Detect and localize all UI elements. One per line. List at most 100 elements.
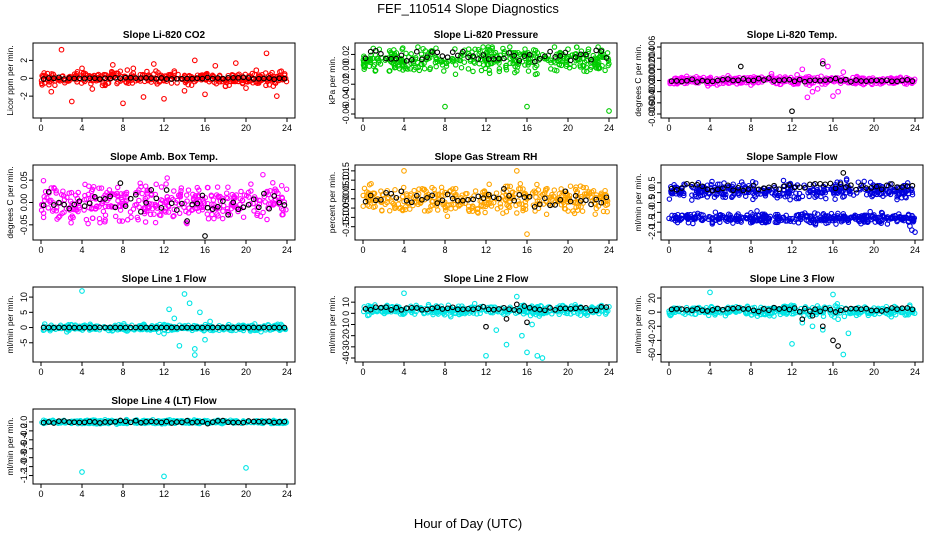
data-point bbox=[475, 56, 482, 62]
data-point bbox=[598, 199, 605, 206]
data-point bbox=[552, 306, 559, 313]
data-point bbox=[840, 170, 847, 176]
data-point bbox=[92, 206, 99, 212]
data-point bbox=[907, 223, 913, 229]
data-point bbox=[102, 217, 108, 223]
x-tick-label: 16 bbox=[200, 489, 210, 499]
data-point bbox=[522, 62, 528, 68]
data-point bbox=[519, 332, 525, 339]
x-tick-label: 4 bbox=[401, 123, 406, 133]
data-point bbox=[232, 60, 239, 66]
data-point bbox=[883, 182, 890, 189]
data-point bbox=[53, 208, 60, 214]
data-point bbox=[910, 307, 916, 313]
data-point bbox=[283, 186, 290, 192]
x-tick-label: 8 bbox=[442, 245, 447, 255]
data-point bbox=[517, 181, 524, 187]
data-point bbox=[783, 75, 789, 82]
data-point bbox=[909, 182, 916, 189]
data-point bbox=[142, 219, 149, 225]
data-point bbox=[599, 63, 605, 69]
data-point bbox=[827, 77, 834, 83]
data-point bbox=[825, 63, 831, 70]
data-point bbox=[82, 181, 88, 188]
data-point bbox=[526, 193, 533, 200]
data-point bbox=[709, 307, 716, 313]
data-point bbox=[799, 316, 806, 323]
data-point bbox=[81, 207, 87, 213]
data-point bbox=[179, 200, 185, 207]
data-point bbox=[837, 181, 844, 187]
data-point bbox=[799, 66, 806, 73]
data-point bbox=[163, 187, 170, 193]
x-tick-label: 0 bbox=[666, 367, 671, 377]
data-point bbox=[704, 308, 711, 314]
data-point bbox=[516, 192, 523, 198]
data-point bbox=[809, 323, 816, 330]
data-point bbox=[68, 189, 75, 196]
data-point bbox=[114, 184, 121, 191]
data-point bbox=[690, 184, 696, 191]
data-point bbox=[114, 80, 120, 87]
data-point bbox=[163, 181, 169, 187]
data-point bbox=[407, 206, 413, 212]
data-point bbox=[497, 201, 504, 207]
x-tick-label: 24 bbox=[282, 367, 292, 377]
data-point bbox=[254, 210, 261, 217]
data-point bbox=[900, 189, 906, 196]
data-point bbox=[546, 201, 552, 207]
data-point bbox=[867, 191, 873, 197]
y-tick-label: 0.5 bbox=[647, 177, 657, 190]
data-point bbox=[823, 195, 829, 202]
data-point bbox=[567, 198, 574, 205]
data-point bbox=[503, 316, 510, 322]
data-point bbox=[72, 192, 79, 198]
data-point bbox=[119, 218, 126, 224]
data-point bbox=[503, 341, 510, 348]
data-point bbox=[46, 82, 52, 88]
data-point bbox=[79, 65, 85, 72]
data-point bbox=[155, 329, 162, 335]
data-point bbox=[551, 187, 558, 193]
data-point bbox=[448, 205, 454, 212]
data-point bbox=[490, 309, 496, 316]
data-point bbox=[571, 210, 578, 217]
data-point bbox=[225, 209, 232, 216]
data-point bbox=[513, 301, 520, 308]
y-tick-label: -20 bbox=[341, 329, 351, 342]
y-axis-label: degrees C per min. bbox=[633, 44, 643, 116]
data-point bbox=[557, 49, 563, 56]
data-point bbox=[801, 185, 808, 191]
data-point bbox=[40, 177, 47, 184]
data-point bbox=[278, 182, 285, 189]
data-point bbox=[61, 209, 67, 215]
data-point bbox=[853, 80, 860, 86]
data-point bbox=[390, 47, 397, 53]
data-point bbox=[424, 306, 430, 313]
data-point bbox=[865, 312, 872, 319]
data-point bbox=[136, 197, 142, 204]
y-tick-label: 10 bbox=[341, 297, 351, 307]
data-point bbox=[53, 187, 59, 194]
data-point bbox=[812, 222, 819, 228]
data-point bbox=[704, 78, 711, 85]
data-point bbox=[459, 192, 465, 198]
x-tick-label: 0 bbox=[38, 489, 43, 499]
data-point bbox=[99, 82, 106, 89]
data-point bbox=[89, 195, 95, 201]
data-point bbox=[558, 202, 565, 208]
data-point bbox=[574, 44, 580, 50]
data-point bbox=[148, 192, 155, 198]
y-tick-label: 0.004 bbox=[647, 47, 657, 70]
data-point bbox=[741, 75, 747, 81]
data-point bbox=[694, 181, 701, 188]
data-point bbox=[107, 193, 114, 200]
data-point bbox=[117, 207, 124, 213]
x-tick-label: 12 bbox=[481, 367, 491, 377]
data-point bbox=[44, 195, 50, 201]
data-point bbox=[483, 323, 489, 330]
data-point bbox=[752, 214, 758, 221]
data-point bbox=[117, 180, 124, 186]
data-point bbox=[507, 60, 513, 67]
